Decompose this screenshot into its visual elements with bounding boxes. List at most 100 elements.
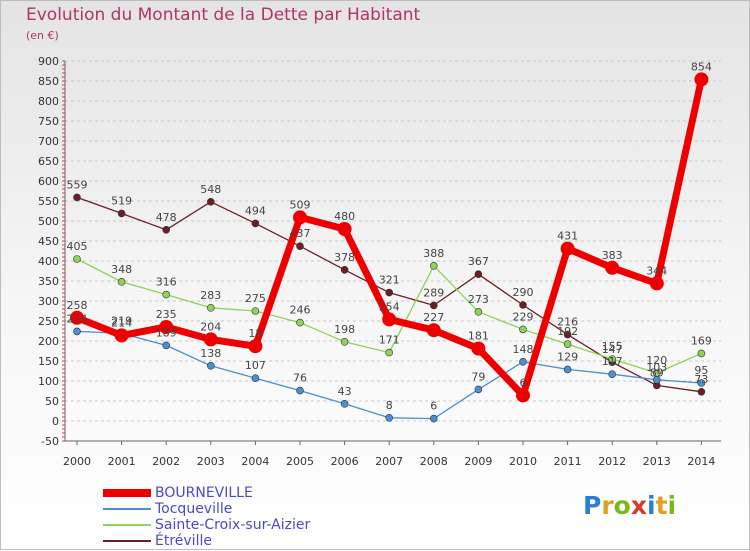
data-label: 494: [245, 204, 266, 217]
data-point: [73, 327, 81, 336]
data-label: 43: [338, 385, 352, 398]
data-label: 129: [557, 350, 578, 363]
data-point: [203, 332, 218, 347]
data-label: 383: [602, 249, 623, 262]
data-point: [429, 261, 438, 270]
y-tick-label: 50: [45, 395, 59, 408]
chart-title: Evolution du Montant de la Dette par Hab…: [26, 5, 421, 25]
data-label: 367: [468, 255, 489, 268]
data-label: 117: [602, 355, 623, 368]
data-point: [114, 328, 129, 343]
data-label: 6: [430, 400, 437, 413]
data-point: [516, 388, 530, 403]
data-point: [649, 276, 664, 291]
data-point: [296, 242, 304, 250]
y-tick-label: 650: [38, 155, 59, 168]
data-label: 254: [379, 300, 400, 313]
legend-label: Tocqueville: [155, 501, 233, 517]
data-label: 171: [379, 334, 400, 347]
y-tick-label: 300: [38, 295, 59, 308]
y-tick-label: 250: [38, 315, 59, 328]
data-label: 73: [694, 373, 708, 386]
data-point: [159, 320, 174, 334]
data-label: 95: [694, 364, 708, 377]
data-point: [251, 307, 260, 315]
x-tick-label: 2012: [598, 455, 626, 468]
data-point: [471, 341, 486, 356]
data-point: [70, 310, 84, 325]
data-point: [340, 399, 349, 408]
logo-letter: x: [630, 491, 647, 520]
legend-swatch: [103, 489, 151, 497]
data-point: [563, 340, 572, 349]
data-point: [426, 323, 441, 338]
data-label: 169: [691, 334, 712, 347]
proxiti-logo: Proxiti: [583, 491, 676, 520]
y-tick-label: 600: [38, 175, 59, 188]
data-point: [608, 370, 617, 379]
logo-letter: P: [583, 491, 602, 520]
legend-swatch: [103, 524, 151, 526]
logo-letter: i: [667, 491, 677, 520]
data-point: [385, 348, 394, 357]
x-tick-label: 2013: [643, 455, 671, 468]
data-label: 120: [646, 354, 667, 367]
data-point: [117, 277, 126, 286]
data-point: [340, 337, 349, 346]
data-label: 216: [557, 316, 578, 329]
y-tick-label: 900: [38, 55, 59, 68]
data-label: 289: [423, 286, 444, 299]
y-tick-label: -50: [41, 435, 59, 448]
data-label: 854: [691, 60, 712, 73]
y-tick-label: 0: [52, 415, 59, 428]
data-label: 519: [111, 194, 132, 207]
data-label: 6: [520, 376, 527, 389]
data-label: 224: [67, 312, 88, 325]
data-point: [474, 307, 483, 316]
data-point: [429, 414, 438, 423]
data-label: 18: [248, 327, 262, 340]
data-point: [519, 357, 527, 366]
data-label: 204: [200, 320, 221, 333]
y-tick-label: 100: [38, 375, 59, 388]
data-point: [162, 290, 170, 299]
x-tick-label: 2005: [286, 455, 314, 468]
data-label: 480: [334, 210, 355, 223]
data-label: 378: [334, 251, 355, 264]
logo-letter: t: [655, 491, 668, 520]
data-point: [474, 385, 483, 394]
data-label: 198: [334, 323, 355, 336]
y-tick-label: 850: [38, 75, 59, 88]
logo-letter: o: [613, 491, 631, 520]
legend-swatch: [103, 540, 151, 542]
data-label: 192: [557, 325, 578, 338]
legend-item: Sainte-Croix-sur-Aizier: [103, 517, 310, 533]
data-point: [73, 193, 81, 202]
y-tick-label: 800: [38, 95, 59, 108]
data-point: [652, 375, 661, 384]
data-point: [340, 265, 349, 274]
data-label: 283: [200, 289, 221, 302]
y-tick-label: 400: [38, 255, 59, 268]
data-label: 258: [67, 299, 88, 312]
data-point: [162, 341, 170, 350]
data-point: [474, 270, 483, 279]
data-point: [608, 355, 617, 363]
data-label: 148: [513, 343, 534, 356]
y-tick-label: 450: [38, 235, 59, 248]
data-label: 559: [67, 178, 88, 191]
x-tick-label: 2003: [197, 455, 225, 468]
data-label: 405: [67, 240, 88, 253]
data-point: [337, 222, 352, 236]
data-label: 107: [245, 359, 266, 372]
data-label: 155: [602, 340, 623, 353]
data-label: 227: [423, 311, 444, 324]
data-point: [385, 288, 394, 297]
data-point: [697, 349, 706, 358]
data-label: 273: [468, 293, 489, 306]
data-label: 219: [111, 314, 132, 327]
logo-letter: i: [647, 491, 656, 520]
data-point: [697, 379, 706, 387]
data-point: [117, 209, 126, 218]
